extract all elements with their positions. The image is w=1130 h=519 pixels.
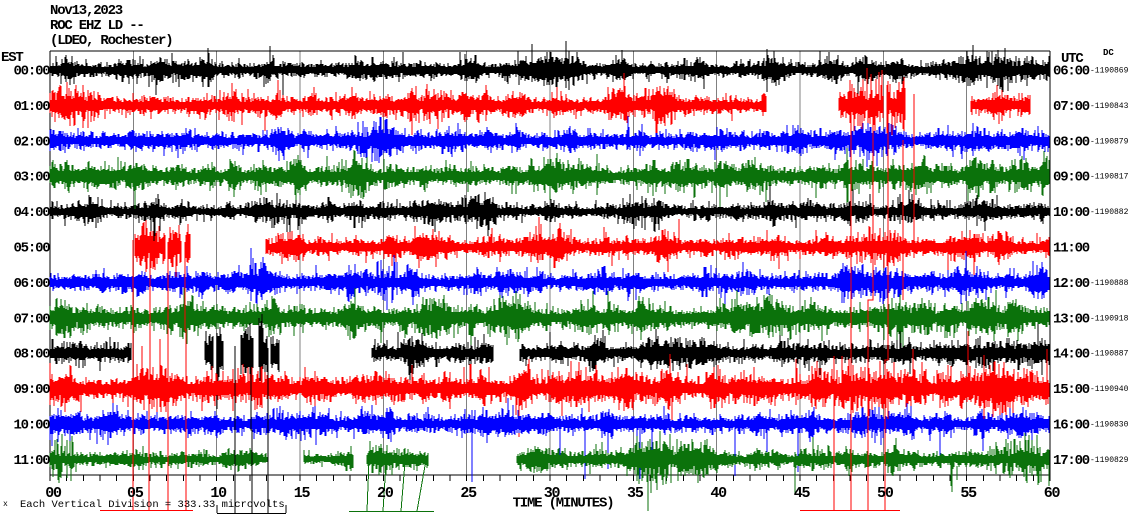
svg-text:TIME (MINUTES): TIME (MINUTES) bbox=[513, 496, 614, 512]
svg-text:10: 10 bbox=[210, 485, 227, 502]
svg-text:10:00: 10:00 bbox=[13, 418, 50, 434]
svg-text:05: 05 bbox=[127, 485, 144, 502]
svg-text:09:00: 09:00 bbox=[1053, 170, 1090, 186]
svg-text:08:00: 08:00 bbox=[1053, 134, 1090, 150]
svg-text:17:00: 17:00 bbox=[1053, 453, 1090, 469]
svg-text:55: 55 bbox=[960, 485, 977, 502]
svg-text:06:00: 06:00 bbox=[13, 276, 50, 292]
svg-text:09:00: 09:00 bbox=[13, 382, 50, 398]
svg-text:-1190830: -1190830 bbox=[1090, 421, 1129, 430]
svg-text:-1190879: -1190879 bbox=[1090, 137, 1129, 146]
svg-text:00:00: 00:00 bbox=[13, 64, 50, 80]
svg-text:-1190817: -1190817 bbox=[1090, 173, 1129, 182]
svg-text:08:00: 08:00 bbox=[13, 347, 50, 363]
svg-text:DC: DC bbox=[1103, 48, 1114, 58]
svg-text:04:00: 04:00 bbox=[13, 205, 50, 221]
svg-text:-1190888: -1190888 bbox=[1090, 279, 1129, 288]
svg-text:07:00: 07:00 bbox=[13, 311, 50, 327]
svg-text:-1190940: -1190940 bbox=[1090, 385, 1129, 394]
svg-text:60: 60 bbox=[1044, 485, 1061, 502]
svg-text:50: 50 bbox=[877, 485, 894, 502]
svg-text:07:00: 07:00 bbox=[1053, 99, 1090, 115]
svg-text:x: x bbox=[3, 500, 8, 509]
svg-text:03:00: 03:00 bbox=[13, 170, 50, 186]
svg-text:(LDEO, Rochester): (LDEO, Rochester) bbox=[50, 33, 172, 49]
svg-text:30: 30 bbox=[544, 485, 561, 502]
svg-text:15: 15 bbox=[294, 485, 311, 502]
svg-text:12:00: 12:00 bbox=[1053, 276, 1090, 292]
svg-text:25: 25 bbox=[460, 485, 477, 502]
svg-text:11:00: 11:00 bbox=[13, 453, 50, 469]
svg-text:06:00: 06:00 bbox=[1053, 64, 1090, 80]
svg-text:35: 35 bbox=[627, 485, 644, 502]
svg-text:00: 00 bbox=[45, 485, 62, 502]
svg-text:10:00: 10:00 bbox=[1053, 205, 1090, 221]
svg-text:15:00: 15:00 bbox=[1053, 382, 1090, 398]
svg-text:14:00: 14:00 bbox=[1053, 347, 1090, 363]
svg-text:02:00: 02:00 bbox=[13, 134, 50, 150]
svg-text:EST: EST bbox=[1, 50, 23, 66]
svg-text:Each Vertical Division = 333.: Each Vertical Division = 333.33 microvol… bbox=[20, 499, 285, 511]
svg-text:ROC EHZ LD --: ROC EHZ LD -- bbox=[50, 18, 144, 34]
svg-text:UTC: UTC bbox=[1061, 51, 1084, 67]
svg-text:-1190869: -1190869 bbox=[1090, 67, 1129, 76]
svg-text:05:00: 05:00 bbox=[13, 241, 50, 257]
svg-text:13:00: 13:00 bbox=[1053, 311, 1090, 327]
svg-text:-1190882: -1190882 bbox=[1090, 208, 1129, 217]
svg-text:-1190887: -1190887 bbox=[1090, 350, 1129, 359]
svg-text:-1190843: -1190843 bbox=[1090, 102, 1129, 111]
svg-text:11:00: 11:00 bbox=[1053, 241, 1090, 257]
svg-text:-1190918: -1190918 bbox=[1090, 314, 1129, 323]
svg-text:01:00: 01:00 bbox=[13, 99, 50, 115]
svg-text:45: 45 bbox=[794, 485, 811, 502]
svg-text:Nov13,2023: Nov13,2023 bbox=[50, 3, 123, 19]
svg-text:-1190829: -1190829 bbox=[1090, 456, 1129, 465]
svg-text:16:00: 16:00 bbox=[1053, 418, 1090, 434]
svg-text:40: 40 bbox=[710, 485, 727, 502]
svg-text:20: 20 bbox=[377, 485, 394, 502]
